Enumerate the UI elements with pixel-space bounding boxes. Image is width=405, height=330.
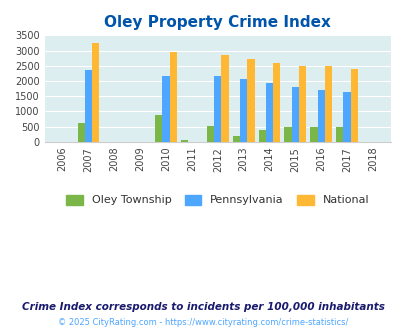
Bar (92, 43, 99, 142)
Bar (85, 70, 92, 142)
Bar (273, 63, 280, 142)
Legend: Oley Township, Pennsylvania, National: Oley Township, Pennsylvania, National (62, 190, 373, 210)
Bar (232, 136, 239, 142)
Bar (335, 127, 343, 142)
Bar (291, 87, 298, 142)
Bar (239, 79, 247, 142)
Bar (298, 66, 305, 142)
Bar (324, 66, 331, 142)
Text: © 2025 CityRating.com - https://www.cityrating.com/crime-statistics/: © 2025 CityRating.com - https://www.city… (58, 318, 347, 327)
Bar (309, 127, 317, 142)
Bar (317, 89, 324, 142)
Bar (207, 126, 214, 142)
Bar (258, 130, 265, 142)
Bar (214, 76, 221, 142)
Bar (284, 127, 291, 142)
Bar (162, 76, 169, 142)
Bar (181, 140, 188, 142)
Bar (155, 115, 162, 142)
Bar (343, 92, 350, 142)
Bar (77, 123, 85, 142)
Bar (265, 83, 273, 142)
Title: Oley Property Crime Index: Oley Property Crime Index (104, 15, 330, 30)
Bar (221, 55, 228, 142)
Bar (350, 69, 357, 142)
Bar (169, 52, 177, 142)
Bar (247, 59, 254, 142)
Text: Crime Index corresponds to incidents per 100,000 inhabitants: Crime Index corresponds to incidents per… (21, 302, 384, 312)
